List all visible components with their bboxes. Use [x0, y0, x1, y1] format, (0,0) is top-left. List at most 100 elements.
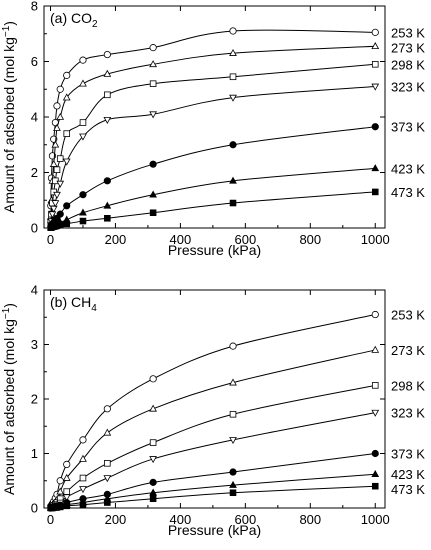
data-point — [371, 482, 379, 490]
data-point — [149, 439, 157, 446]
x-tick-label: 600 — [235, 512, 257, 527]
data-point — [56, 477, 64, 485]
data-point — [229, 199, 237, 207]
series-label: 423 K — [391, 161, 425, 176]
data-point — [371, 345, 380, 353]
data-point — [229, 27, 237, 35]
y-axis-label-main: Amount of adsorbed (mol kg — [1, 319, 17, 495]
fit-curve — [50, 349, 376, 508]
data-point — [56, 85, 64, 93]
fit-curve — [50, 485, 376, 509]
panel-label-subscript: 2 — [92, 19, 98, 30]
y-tick-label: 4 — [31, 110, 38, 125]
data-point — [79, 56, 87, 64]
data-point — [79, 436, 87, 444]
data-point — [103, 428, 112, 436]
x-tick-label: 0 — [47, 232, 54, 247]
data-point — [79, 191, 87, 199]
y-tick-label: 4 — [31, 283, 38, 298]
data-point — [149, 404, 157, 412]
x-tick-label: 200 — [105, 512, 127, 527]
series-label: 323 K — [391, 406, 425, 421]
x-axis-label: Pressure (kPa) — [168, 522, 261, 538]
data-point — [229, 480, 237, 488]
data-point — [104, 215, 111, 222]
data-point — [103, 201, 112, 209]
data-point — [371, 409, 380, 417]
y-axis-label-exponent: −1 — [1, 25, 12, 37]
data-point — [229, 48, 237, 56]
y-axis-label: Amount of adsorbed (mol kg−1) — [1, 303, 17, 495]
data-point — [229, 468, 237, 476]
data-point — [103, 116, 112, 124]
x-tick-label: 600 — [235, 232, 257, 247]
data-point — [63, 202, 71, 210]
y-axis-label-main: Amount of adsorbed (mol kg — [1, 37, 17, 213]
y-tick-label: 0 — [31, 501, 38, 516]
data-point — [79, 208, 87, 216]
panel-label-subscript: 4 — [91, 303, 97, 314]
data-point — [371, 382, 379, 389]
series-label: 298 K — [391, 378, 425, 393]
data-point — [51, 200, 60, 208]
data-point — [149, 478, 157, 486]
data-point — [63, 460, 71, 468]
series-label: 373 K — [391, 447, 425, 462]
fit-curve — [50, 191, 376, 229]
data-point — [149, 80, 157, 87]
data-point — [371, 470, 380, 478]
data-point — [62, 473, 71, 481]
y-axis-label: Amount of adsorbed (mol kg−1) — [1, 21, 17, 213]
series-298k: 298 K — [47, 378, 425, 511]
data-point — [56, 210, 64, 218]
y-axis-label-tail: ) — [1, 21, 17, 26]
data-point — [56, 503, 64, 511]
series-label: 253 K — [391, 308, 425, 323]
panel-b-ch4: 0 200 400 600 800 1000 0 1 2 3 4 Pressure (kPa) Amou… — [1, 283, 425, 539]
data-point — [63, 71, 71, 79]
data-point — [229, 141, 237, 149]
series-label: 273 K — [391, 343, 425, 358]
panel-label: (b) CH4 — [50, 294, 97, 314]
data-point — [149, 60, 157, 68]
data-point — [63, 130, 71, 137]
series-473k: 473 K — [47, 482, 425, 512]
data-point — [229, 94, 237, 102]
data-point — [63, 488, 71, 495]
data-point — [63, 502, 71, 510]
data-point — [371, 310, 379, 319]
data-point — [149, 160, 157, 168]
y-tick-label: 3 — [31, 337, 38, 352]
data-point — [104, 499, 111, 506]
data-point — [371, 123, 379, 131]
data-point — [62, 158, 71, 166]
y-axis-label-tail: ) — [1, 303, 17, 308]
data-point — [79, 486, 87, 494]
data-point — [149, 111, 157, 119]
series-label: 423 K — [391, 467, 425, 482]
data-point — [229, 378, 237, 386]
data-point — [229, 489, 237, 497]
fit-curve — [50, 384, 376, 508]
data-point — [103, 50, 111, 59]
x-axis-label: Pressure (kPa) — [168, 242, 261, 258]
series-label: 473 K — [391, 482, 425, 497]
data-point — [53, 123, 61, 131]
panel-label-main: (b) CH — [50, 294, 91, 310]
data-point — [371, 188, 379, 196]
data-point — [56, 180, 65, 188]
data-point — [56, 155, 64, 162]
data-point — [149, 456, 157, 464]
x-tick-label: 800 — [299, 232, 321, 247]
data-point — [49, 159, 58, 167]
data-point — [371, 449, 379, 458]
data-point — [79, 217, 87, 225]
x-tick-label: 1000 — [361, 232, 390, 247]
data-point — [149, 495, 157, 503]
panel-a-co2: 0 200 400 600 800 1000 0 2 4 6 8 Pressure (kPa) Amou… — [1, 0, 425, 258]
data-point — [63, 220, 71, 228]
data-point — [53, 102, 61, 110]
series-label: 298 K — [391, 57, 425, 72]
data-point — [371, 60, 379, 68]
